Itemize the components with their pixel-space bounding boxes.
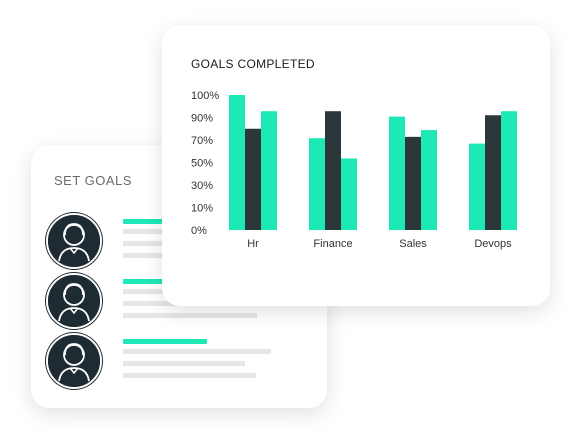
bar-hr-2 — [261, 111, 277, 230]
bar-sales-0 — [389, 116, 405, 230]
goal-text-line — [123, 361, 245, 366]
x-category-label: Finance — [313, 238, 352, 250]
user-avatar-icon — [48, 335, 100, 387]
goal-progress-bar — [123, 339, 207, 344]
bar-devops-2 — [501, 111, 517, 230]
user-avatar-icon — [48, 275, 100, 327]
goal-text-line — [123, 349, 271, 354]
y-tick-label: 90% — [191, 113, 213, 125]
avatar — [46, 213, 102, 269]
avatar — [46, 333, 102, 389]
y-tick-label: 50% — [191, 158, 213, 170]
bar-hr-1 — [245, 128, 261, 230]
y-tick-label: 70% — [191, 135, 213, 147]
y-tick-label: 0% — [191, 225, 207, 237]
x-category-label: Hr — [247, 238, 259, 250]
avatar — [46, 273, 102, 329]
bar-sales-2 — [421, 130, 437, 230]
chart-title: GOALS COMPLETED — [191, 57, 315, 71]
bar-finance-2 — [341, 158, 357, 230]
goal-text-line — [123, 229, 178, 234]
bar-devops-1 — [485, 115, 501, 230]
x-category-label: Devops — [474, 238, 512, 250]
goal-row[interactable] — [46, 333, 316, 389]
set-goals-title: SET GOALS — [54, 173, 132, 188]
x-category-label: Sales — [399, 238, 427, 250]
goal-text-line — [123, 373, 256, 378]
y-tick-label: 100% — [191, 90, 219, 102]
goals-completed-card: GOALS COMPLETED 100% 90% 70% 50% 30% 10% 0% Hr F… — [162, 25, 550, 306]
bar-finance-1 — [325, 111, 341, 230]
bar-finance-0 — [309, 138, 325, 230]
goal-text-line — [123, 289, 178, 294]
y-tick-label: 30% — [191, 180, 213, 192]
goals-completed-chart: 100% 90% 70% 50% 30% 10% 0% Hr Finance Sales Devop… — [191, 90, 517, 250]
bar-devops-0 — [469, 143, 485, 230]
goal-text-line — [123, 313, 257, 318]
bar-hr-0 — [229, 95, 245, 230]
y-tick-label: 10% — [191, 203, 213, 215]
user-avatar-icon — [48, 215, 100, 267]
bar-sales-1 — [405, 136, 421, 230]
